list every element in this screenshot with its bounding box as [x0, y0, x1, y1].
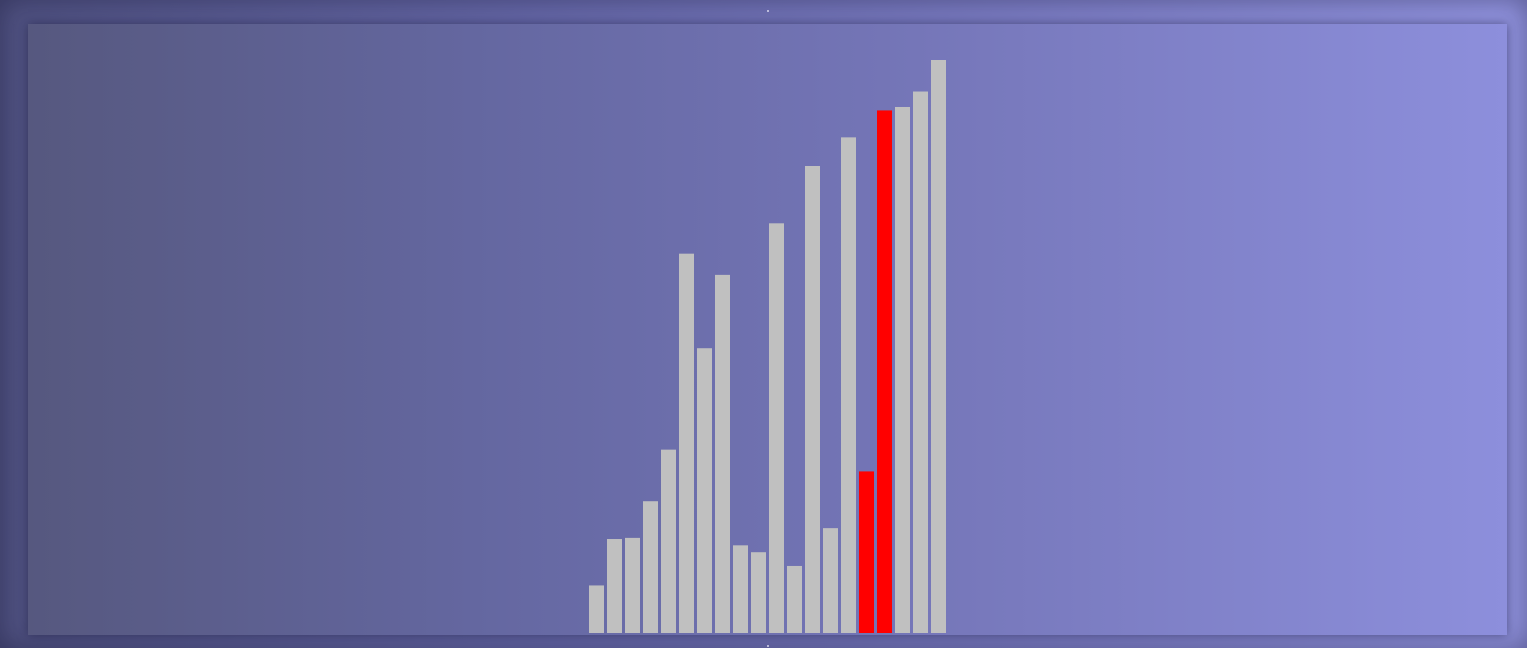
- bar: [913, 91, 928, 633]
- bar: [769, 223, 784, 633]
- bar: [841, 137, 856, 633]
- bar: [697, 348, 712, 633]
- bar: [643, 501, 658, 633]
- bar: [787, 565, 802, 633]
- bar: [589, 585, 604, 633]
- bar: [661, 449, 676, 633]
- bar-chart: [589, 60, 946, 633]
- bar: [607, 539, 622, 633]
- bar: [823, 528, 838, 633]
- bar: [733, 545, 748, 633]
- bar: [931, 60, 946, 633]
- top-marker-dot: [767, 10, 769, 12]
- bottom-marker-dot: [767, 645, 769, 647]
- bar: [715, 274, 730, 633]
- bar: [805, 166, 820, 633]
- highlighted-bar: [859, 471, 874, 633]
- bar: [895, 106, 910, 633]
- bar: [625, 537, 640, 633]
- chart-panel: [28, 24, 1507, 635]
- highlighted-bar: [877, 110, 892, 633]
- bar: [679, 253, 694, 633]
- bar: [751, 552, 766, 633]
